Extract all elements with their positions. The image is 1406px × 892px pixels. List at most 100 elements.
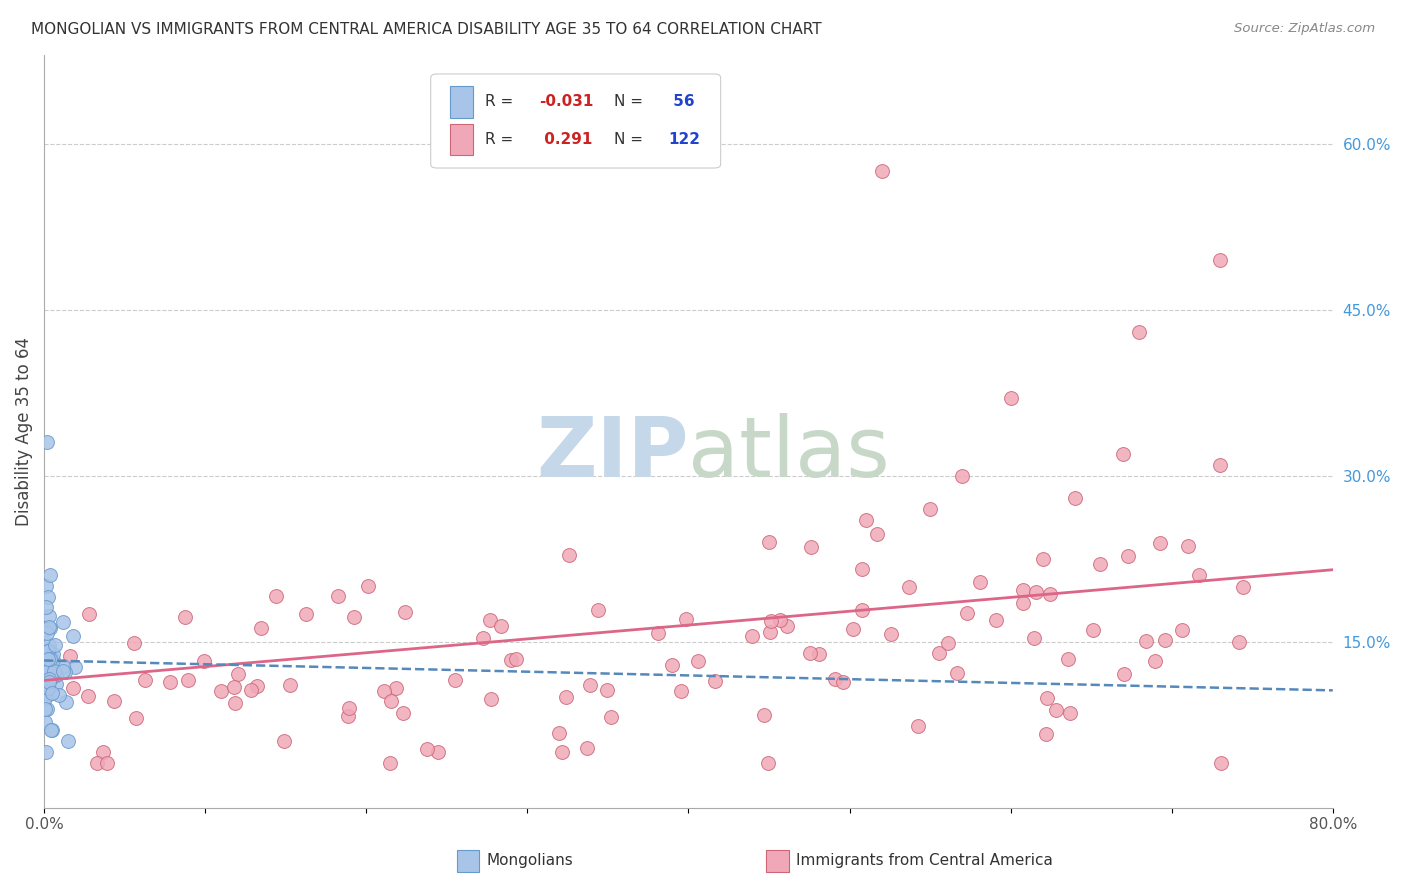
Point: [1149, 536, 1171, 550]
Point: [193, 654, 215, 668]
Text: R =: R =: [485, 95, 517, 110]
Point: [1153, 632, 1175, 647]
Text: R =: R =: [485, 132, 517, 147]
Point: [392, 706, 415, 720]
Point: [39, 656, 62, 670]
Point: [37, 643, 59, 657]
Point: [575, 740, 598, 755]
Point: [756, 756, 779, 771]
Point: [38, 663, 60, 677]
Point: [879, 627, 901, 641]
Point: [35, 665, 58, 679]
Point: [103, 694, 125, 708]
Point: [37, 644, 59, 658]
Point: [63, 659, 86, 673]
Point: [752, 707, 775, 722]
Point: [831, 675, 853, 690]
Point: [53, 665, 76, 679]
Point: [1177, 539, 1199, 553]
Point: [1188, 568, 1211, 582]
Point: [38, 620, 60, 634]
Point: [34, 623, 56, 637]
Point: [907, 719, 929, 733]
Point: [159, 674, 181, 689]
Point: [273, 734, 295, 748]
Point: [799, 647, 821, 661]
Point: [551, 745, 574, 759]
Point: [42, 647, 65, 661]
Point: [34, 671, 56, 685]
Text: 56: 56: [668, 95, 695, 110]
Point: [1036, 691, 1059, 706]
Point: [39, 671, 62, 685]
Text: 122: 122: [668, 132, 700, 147]
Point: [865, 527, 887, 541]
Point: [373, 683, 395, 698]
Point: [579, 678, 602, 692]
Point: [800, 540, 823, 554]
Point: [855, 513, 877, 527]
Point: [209, 683, 232, 698]
Point: [45, 667, 67, 681]
Text: atlas: atlas: [689, 414, 890, 494]
Point: [37, 673, 59, 687]
Point: [39, 723, 62, 738]
Point: [1081, 623, 1104, 637]
Point: [240, 683, 263, 698]
Point: [34, 715, 56, 730]
Point: [222, 681, 245, 695]
Point: [52, 659, 75, 673]
Point: [380, 694, 402, 708]
Point: [37, 435, 59, 450]
Point: [228, 667, 250, 681]
Point: [34, 702, 56, 716]
Point: [824, 673, 846, 687]
Point: [661, 657, 683, 672]
Point: [125, 710, 148, 724]
Point: [35, 599, 58, 614]
Point: [35, 673, 58, 687]
Point: [479, 613, 502, 627]
Point: [471, 631, 494, 645]
Point: [41, 723, 63, 738]
Point: [1135, 634, 1157, 648]
Point: [489, 619, 512, 633]
Point: [547, 725, 569, 739]
Point: [58, 734, 80, 748]
Text: Mongolians: Mongolians: [486, 854, 574, 868]
Point: [337, 709, 360, 723]
Point: [96, 756, 118, 771]
Point: [44, 668, 66, 682]
Point: [52, 615, 75, 630]
Point: [842, 622, 865, 636]
Point: [1090, 557, 1112, 571]
Point: [1112, 666, 1135, 681]
Point: [1227, 635, 1250, 649]
Point: [266, 590, 288, 604]
Point: [945, 665, 967, 680]
Point: [278, 678, 301, 692]
Point: [1022, 631, 1045, 645]
Point: [38, 675, 60, 690]
Point: [1170, 623, 1192, 637]
Point: [385, 681, 408, 696]
Point: [427, 745, 450, 759]
Point: [343, 610, 366, 624]
Point: [600, 709, 623, 723]
Point: [675, 612, 697, 626]
Point: [35, 702, 58, 716]
Point: [37, 679, 59, 693]
Point: [42, 653, 65, 667]
Point: [1144, 654, 1167, 668]
FancyBboxPatch shape: [450, 124, 474, 155]
Point: [956, 606, 979, 620]
Point: [555, 690, 578, 704]
Point: [394, 605, 416, 619]
Point: [37, 681, 59, 695]
Point: [704, 673, 727, 688]
Point: [851, 603, 873, 617]
Point: [586, 603, 609, 617]
Point: [134, 673, 156, 687]
Point: [444, 673, 467, 687]
Point: [1059, 706, 1081, 720]
